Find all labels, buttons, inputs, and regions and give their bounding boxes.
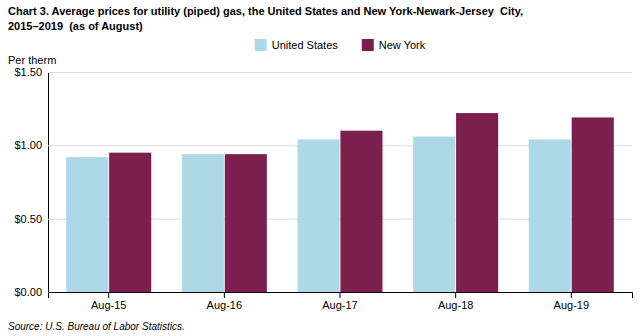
x-tick-label: Aug-15 — [91, 299, 126, 311]
tick-mark — [571, 292, 572, 298]
legend-label: New York — [379, 39, 426, 51]
legend-item: United States — [255, 39, 339, 51]
tick-mark — [455, 292, 456, 298]
chart-container: Chart 3. Average prices for utility (pip… — [0, 0, 644, 336]
tick-mark — [224, 292, 225, 298]
y-tick-label: $0.50 — [14, 213, 42, 225]
subtitle: 2015–2019 (as of August) — [8, 20, 143, 32]
legend-swatch — [362, 39, 374, 51]
legend-item: New York — [362, 39, 426, 51]
tick-mark — [340, 292, 341, 298]
legend: United States New York — [255, 39, 426, 51]
y-axis: $0.00 $0.50 $1.00 $1.50 — [14, 66, 632, 298]
y-tick-label: $1.50 — [14, 66, 42, 78]
source: Source: U.S. Bureau of Labor Statistics. — [8, 321, 185, 332]
y-tick-label: $0.00 — [14, 286, 42, 298]
bar — [66, 157, 108, 292]
legend-label: United States — [272, 39, 339, 51]
y-tick-label: $1.00 — [14, 139, 42, 151]
bar — [109, 153, 151, 292]
x-tick: Aug-18 — [438, 292, 473, 311]
x-tick: Aug-19 — [554, 292, 589, 311]
bar — [182, 154, 224, 292]
y-axis-label: Per therm — [8, 54, 56, 66]
bar — [456, 113, 498, 292]
tick-mark — [108, 292, 109, 298]
grid-line — [48, 72, 632, 73]
bar — [225, 154, 267, 292]
x-tick: Aug-16 — [207, 292, 242, 311]
x-axis: Aug-15 Aug-16 Aug-17 Aug-18 Aug-19 — [49, 292, 633, 311]
x-tick: Aug-17 — [322, 292, 357, 311]
x-tick-label: Aug-19 — [554, 299, 589, 311]
x-tick-label: Aug-18 — [438, 299, 473, 311]
bar-series — [109, 113, 614, 292]
x-tick-label: Aug-17 — [322, 299, 357, 311]
bars — [66, 113, 614, 292]
x-tick-label: Aug-16 — [207, 299, 242, 311]
chart-svg: Chart 3. Average prices for utility (pip… — [0, 0, 644, 336]
bar — [340, 131, 382, 292]
bar — [297, 139, 339, 292]
title: Chart 3. Average prices for utility (pip… — [8, 5, 523, 17]
y-tick: $1.50 — [14, 66, 632, 78]
bar — [529, 139, 571, 292]
legend-swatch — [255, 39, 267, 51]
axis-domain — [49, 73, 633, 293]
x-tick: Aug-15 — [91, 292, 126, 311]
bar — [413, 137, 455, 292]
axis-domain — [49, 293, 633, 299]
bar — [572, 117, 614, 292]
